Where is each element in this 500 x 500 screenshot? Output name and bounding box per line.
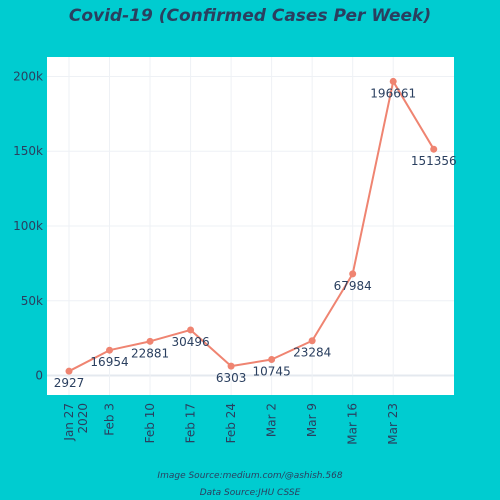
data-point bbox=[146, 337, 154, 345]
data-points bbox=[65, 77, 438, 375]
series-line-group bbox=[68, 80, 435, 373]
y-tick-label: 150k bbox=[13, 144, 43, 158]
data-label: 30496 bbox=[171, 335, 209, 349]
x-tick-label: Mar 23 bbox=[386, 403, 400, 445]
data-label: 23284 bbox=[293, 346, 331, 360]
y-gridlines bbox=[47, 75, 454, 377]
x-tick-label: Mar 16 bbox=[346, 403, 360, 445]
x-tick-label: Feb 10 bbox=[143, 403, 157, 443]
data-label: 196661 bbox=[370, 86, 416, 100]
x-tick-label: Feb 24 bbox=[224, 403, 238, 443]
data-point bbox=[349, 270, 357, 278]
data-point bbox=[106, 346, 114, 354]
x-tick-label: Jan 27 bbox=[62, 403, 76, 442]
data-label: 6303 bbox=[216, 371, 247, 385]
data-source-credit: Data Source:JHU CSSE bbox=[199, 488, 301, 498]
data-point bbox=[65, 367, 73, 375]
data-label: 16954 bbox=[90, 355, 128, 369]
x-tick-label: Feb 3 bbox=[103, 403, 117, 436]
y-axis-ticks: 0 50k 100k 150k 200k bbox=[13, 69, 43, 382]
y-tick-label: 0 bbox=[35, 369, 43, 383]
data-label: 10745 bbox=[253, 364, 291, 378]
data-point bbox=[268, 355, 276, 363]
chart-title: Covid-19 (Confirmed Cases Per Week) bbox=[68, 6, 432, 26]
x-tick-label: Mar 2 bbox=[265, 403, 279, 437]
data-point bbox=[389, 77, 397, 85]
x-axis-ticks: Jan 27 2020 Feb 3 Feb 10 Feb 17 Feb 24 Mar 2 Ma… bbox=[62, 403, 400, 445]
data-label: 151356 bbox=[411, 154, 457, 168]
data-label: 2927 bbox=[54, 376, 85, 390]
data-point bbox=[227, 362, 235, 370]
x-tick-label: Mar 9 bbox=[305, 403, 319, 437]
y-tick-label: 50k bbox=[21, 294, 43, 308]
data-point bbox=[187, 326, 195, 334]
image-source-credit: Image Source:medium.com/@ashish.568 bbox=[157, 471, 343, 481]
x-tick-label: Feb 17 bbox=[184, 403, 198, 443]
y-tick-label: 100k bbox=[13, 219, 43, 233]
data-point bbox=[308, 337, 316, 345]
data-point bbox=[430, 145, 438, 153]
data-label: 67984 bbox=[334, 279, 372, 293]
series-line bbox=[68, 80, 435, 373]
data-label: 22881 bbox=[131, 346, 169, 360]
y-tick-label: 200k bbox=[13, 69, 43, 83]
x-tick-sublabel: 2020 bbox=[76, 403, 90, 434]
